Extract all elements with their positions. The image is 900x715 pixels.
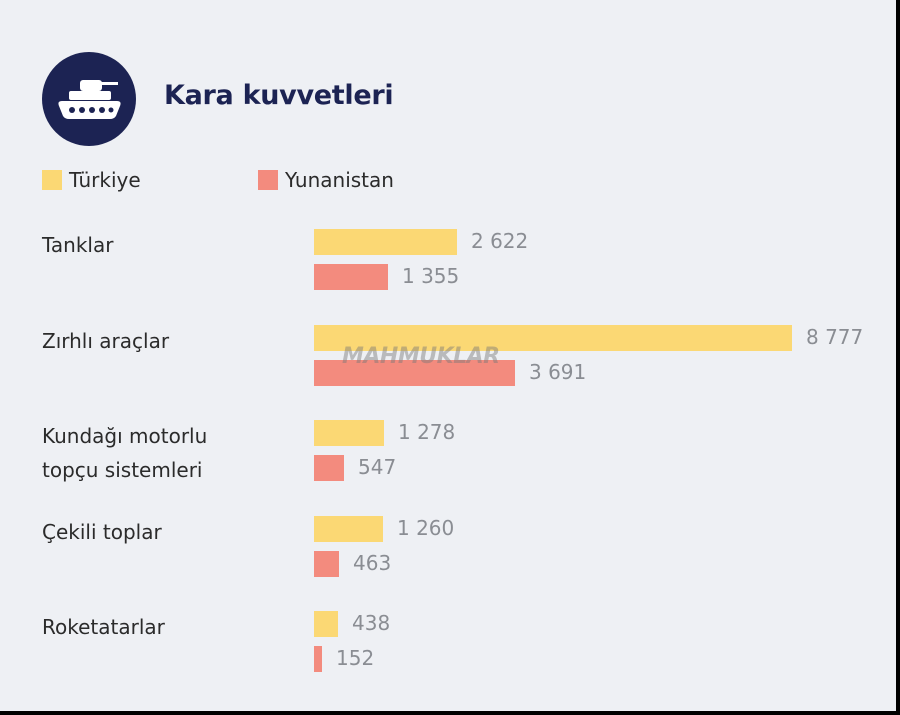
bar-yunanistan-tanklar [314,264,388,290]
bar-turkiye-tanklar [314,229,457,255]
bar-yunanistan-zirhli-araclar [314,360,515,386]
chart-title: Kara kuvvetleri [164,80,394,111]
value-label-yunanistan-cekili-toplar: 463 [353,551,392,575]
category-label-zirhli-araclar: Zırhlı araçlar [42,329,170,353]
bar-turkiye-kundagi-motorlu-topcu-sistemleri [314,420,384,446]
value-label-turkiye-zirhli-araclar: 8 777 [806,325,864,349]
value-label-yunanistan-tanklar: 1 355 [402,264,460,288]
legend-item-turkiye: Türkiye [42,168,141,192]
legend-label-yunanistan: Yunanistan [285,168,394,192]
bar-turkiye-cekili-toplar [314,516,383,542]
bar-yunanistan-kundagi-motorlu-topcu-sistemleri [314,455,344,481]
bar-turkiye-roketatarlar [314,611,338,637]
value-label-yunanistan-kundagi-motorlu-topcu-sistemleri: 547 [358,455,397,479]
bar-turkiye-zirhli-araclar [314,325,792,351]
category-label-tanklar: Tanklar [42,233,114,257]
tank-icon [42,52,136,146]
watermark: MAHMUKLAR [342,344,500,369]
value-label-turkiye-kundagi-motorlu-topcu-sistemleri: 1 278 [398,420,456,444]
legend-item-yunanistan: Yunanistan [258,168,394,192]
value-label-yunanistan-zirhli-araclar: 3 691 [529,360,587,384]
value-label-turkiye-roketatarlar: 438 [352,611,391,635]
value-label-turkiye-tanklar: 2 622 [471,229,529,253]
value-label-yunanistan-roketatarlar: 152 [336,646,375,670]
legend-swatch-turkiye [42,170,62,190]
category-label-kundagi-motorlu-topcu-sistemleri: Kundağı motorlu topçu sistemleri [42,424,208,482]
bar-yunanistan-roketatarlar [314,646,322,672]
category-label-roketatarlar: Roketatarlar [42,615,165,639]
value-label-turkiye-cekili-toplar: 1 260 [397,516,455,540]
category-label-cekili-toplar: Çekili toplar [42,520,162,544]
bar-yunanistan-cekili-toplar [314,551,339,577]
legend-label-turkiye: Türkiye [69,168,141,192]
legend-swatch-yunanistan [258,170,278,190]
